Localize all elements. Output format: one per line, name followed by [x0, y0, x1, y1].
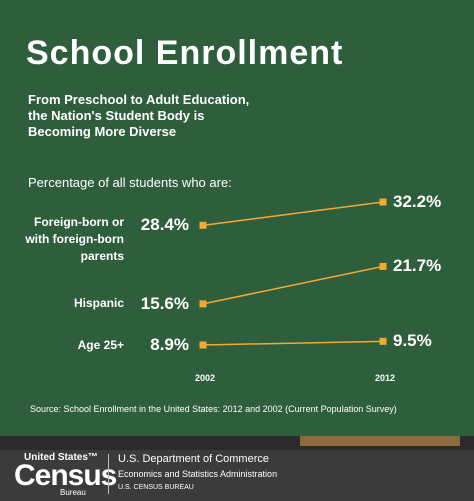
- logo-text: United States™: [24, 452, 98, 463]
- x-tick-label: 2012: [375, 373, 396, 383]
- chalkboard: [0, 0, 474, 436]
- value-label: 9.5%: [393, 331, 432, 351]
- x-tick-label: 2002: [195, 373, 216, 383]
- divider: [108, 454, 109, 494]
- category-label: Hispanic: [73, 296, 124, 311]
- subtitle: From Preschool to Adult Education, the N…: [28, 92, 250, 139]
- value-label: 8.9%: [150, 335, 189, 354]
- footer-text: Economics and Statistics Administration: [118, 469, 278, 479]
- category-label: Foreign-born or with foreign-born parent…: [25, 214, 124, 263]
- chalk-tray: [0, 436, 474, 450]
- marker: [379, 198, 387, 206]
- value-label: 28.4%: [140, 215, 189, 235]
- value-label: 32.2%: [393, 192, 442, 211]
- chart-title: School Enrollment: [26, 34, 344, 72]
- source: Source: School Enrollment in the United …: [30, 404, 397, 414]
- line: [202, 201, 384, 227]
- footer-text: U.S. Department of Commerce: [118, 453, 269, 465]
- logo-text: Bureau: [60, 488, 86, 497]
- category-label: Age 25+: [77, 337, 124, 352]
- marker: [199, 341, 207, 349]
- chart: [199, 198, 387, 349]
- logo-text: Census: [14, 459, 117, 492]
- value-label: 21.7%: [393, 256, 442, 276]
- axis-label: Percentage of all students who are:: [28, 175, 232, 190]
- line: [202, 340, 384, 346]
- footer-text: U.S. CENSUS BUREAU: [118, 484, 194, 491]
- line: [202, 265, 384, 305]
- eraser: [300, 436, 460, 446]
- marker: [379, 262, 387, 270]
- value-label: 15.6%: [140, 293, 189, 313]
- marker: [379, 337, 387, 345]
- marker: [199, 221, 207, 229]
- marker: [199, 300, 207, 308]
